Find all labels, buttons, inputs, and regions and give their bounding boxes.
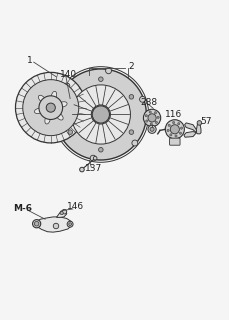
Polygon shape <box>36 217 71 232</box>
Circle shape <box>197 121 202 125</box>
Circle shape <box>68 130 73 134</box>
Text: 140: 140 <box>60 70 78 79</box>
Circle shape <box>80 167 84 172</box>
Circle shape <box>145 115 147 117</box>
Polygon shape <box>185 123 196 133</box>
Circle shape <box>56 127 62 132</box>
Ellipse shape <box>51 91 57 100</box>
Text: M-6: M-6 <box>13 204 32 213</box>
Circle shape <box>129 130 134 134</box>
Circle shape <box>68 95 73 99</box>
Circle shape <box>16 72 86 143</box>
Circle shape <box>175 135 177 137</box>
Text: 1: 1 <box>27 57 33 66</box>
Ellipse shape <box>38 95 45 102</box>
Circle shape <box>129 95 134 99</box>
Circle shape <box>67 221 73 227</box>
Circle shape <box>33 220 41 228</box>
Circle shape <box>155 121 157 124</box>
Text: 57: 57 <box>200 117 211 126</box>
Ellipse shape <box>59 102 67 107</box>
Circle shape <box>157 116 159 118</box>
Circle shape <box>53 223 59 229</box>
Circle shape <box>106 68 112 74</box>
Polygon shape <box>184 132 196 137</box>
Circle shape <box>180 127 183 129</box>
Circle shape <box>34 221 39 226</box>
Text: 137: 137 <box>85 164 102 173</box>
Circle shape <box>179 132 182 134</box>
Circle shape <box>172 121 175 124</box>
Circle shape <box>62 209 67 214</box>
Circle shape <box>149 111 151 113</box>
Circle shape <box>55 69 146 160</box>
Circle shape <box>154 112 157 114</box>
Circle shape <box>178 123 180 125</box>
Circle shape <box>165 120 184 139</box>
Circle shape <box>170 134 172 136</box>
Text: 146: 146 <box>67 202 84 211</box>
Text: 116: 116 <box>165 110 182 119</box>
Ellipse shape <box>45 116 50 124</box>
Circle shape <box>60 212 63 215</box>
Circle shape <box>23 80 79 136</box>
Circle shape <box>150 127 154 131</box>
Circle shape <box>170 125 179 134</box>
Circle shape <box>90 155 96 161</box>
Ellipse shape <box>56 113 63 120</box>
Circle shape <box>148 125 156 133</box>
Circle shape <box>93 156 97 160</box>
Text: 2: 2 <box>129 62 134 71</box>
Circle shape <box>46 103 55 112</box>
FancyBboxPatch shape <box>170 138 180 145</box>
Circle shape <box>150 123 152 125</box>
Ellipse shape <box>34 108 43 114</box>
Circle shape <box>140 96 145 102</box>
Circle shape <box>167 129 169 132</box>
Circle shape <box>168 124 170 126</box>
Circle shape <box>143 109 161 126</box>
Circle shape <box>98 77 103 82</box>
Circle shape <box>71 85 131 144</box>
Polygon shape <box>57 210 67 217</box>
Circle shape <box>98 148 103 152</box>
Circle shape <box>69 223 71 226</box>
Circle shape <box>91 105 110 124</box>
Circle shape <box>146 120 148 122</box>
Circle shape <box>92 106 109 123</box>
Circle shape <box>148 114 156 122</box>
Circle shape <box>39 96 63 119</box>
Circle shape <box>64 83 70 89</box>
Text: 288: 288 <box>141 98 158 107</box>
Polygon shape <box>196 124 201 134</box>
Circle shape <box>132 140 138 146</box>
